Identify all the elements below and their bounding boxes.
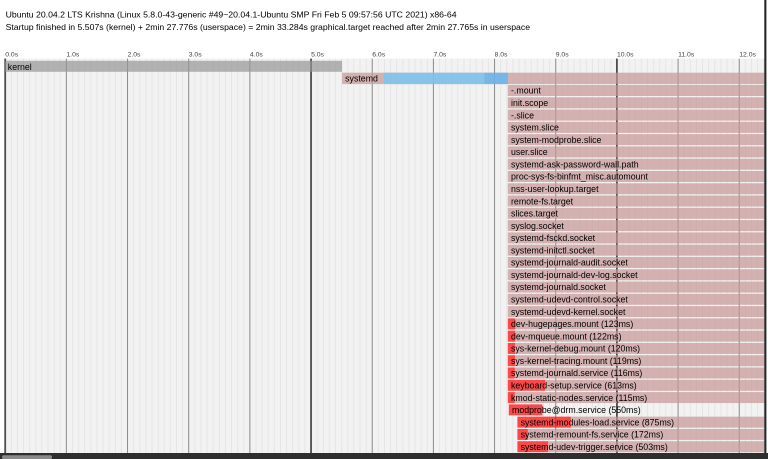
- svg-text:-.mount: -.mount: [511, 86, 541, 96]
- svg-text:kernel: kernel: [8, 62, 32, 72]
- svg-text:system.slice: system.slice: [511, 123, 559, 133]
- svg-text:modprobe@drm.service (550ms): modprobe@drm.service (550ms): [512, 405, 641, 415]
- svg-text:kmod-static-nodes.service (115: kmod-static-nodes.service (115ms): [511, 393, 647, 403]
- svg-text:-.slice: -.slice: [511, 110, 534, 120]
- svg-text:dev-mqueue.mount (122ms): dev-mqueue.mount (122ms): [511, 331, 622, 341]
- svg-text:systemd-ask-password-wall.path: systemd-ask-password-wall.path: [511, 159, 639, 169]
- svg-text:1.0s: 1.0s: [66, 52, 79, 59]
- svg-text:systemd-initctl.socket: systemd-initctl.socket: [511, 245, 595, 255]
- svg-text:3.0s: 3.0s: [189, 52, 202, 59]
- svg-text:sys-kernel-tracing.mount (119m: sys-kernel-tracing.mount (119ms): [511, 356, 641, 366]
- svg-text:remote-fs.target: remote-fs.target: [511, 196, 574, 206]
- svg-text:systemd-journald-dev-log.socke: systemd-journald-dev-log.socket: [511, 270, 638, 280]
- svg-text:sys-kernel-debug.mount (120ms): sys-kernel-debug.mount (120ms): [511, 344, 640, 354]
- svg-text:4.0s: 4.0s: [250, 52, 263, 59]
- svg-text:systemd: systemd: [345, 74, 378, 84]
- svg-text:2.0s: 2.0s: [128, 52, 141, 59]
- svg-text:systemd-journald-audit.socket: systemd-journald-audit.socket: [511, 258, 628, 268]
- svg-text:proc-sys-fs-binfmt_misc.automo: proc-sys-fs-binfmt_misc.automount: [511, 172, 648, 182]
- svg-text:nss-user-lookup.target: nss-user-lookup.target: [511, 184, 599, 194]
- svg-text:9.0s: 9.0s: [556, 52, 569, 59]
- svg-text:8.0s: 8.0s: [495, 52, 508, 59]
- svg-text:12.0s: 12.0s: [739, 52, 756, 59]
- svg-text:systemd-fsckd.socket: systemd-fsckd.socket: [511, 233, 596, 243]
- svg-text:5.0s: 5.0s: [311, 52, 324, 59]
- svg-text:systemd-remount-fs.service (17: systemd-remount-fs.service (172ms): [521, 430, 664, 440]
- svg-text:system-modprobe.slice: system-modprobe.slice: [511, 135, 602, 145]
- svg-text:systemd-modules-load.service (: systemd-modules-load.service (875ms): [521, 417, 675, 427]
- svg-text:Startup finished in 5.507s (ke: Startup finished in 5.507s (kernel) + 2m…: [6, 22, 531, 32]
- svg-text:init.scope: init.scope: [511, 98, 548, 108]
- svg-text:systemd-udev-trigger.service (: systemd-udev-trigger.service (503ms): [521, 442, 668, 452]
- svg-text:syslog.socket: syslog.socket: [511, 221, 564, 231]
- svg-text:keyboard-setup.service (613ms): keyboard-setup.service (613ms): [511, 380, 637, 390]
- svg-text:Ubuntu 20.04.2 LTS Krishna (Li: Ubuntu 20.04.2 LTS Krishna (Linux 5.8.0-…: [6, 10, 457, 20]
- svg-text:dev-hugepages.mount (123ms): dev-hugepages.mount (123ms): [511, 319, 633, 329]
- svg-text:11.0s: 11.0s: [678, 52, 695, 59]
- svg-text:slices.target: slices.target: [511, 209, 558, 219]
- svg-text:7.0s: 7.0s: [433, 52, 446, 59]
- svg-text:systemd-journald.service (116m: systemd-journald.service (116ms): [511, 368, 642, 378]
- svg-text:user.slice: user.slice: [511, 147, 548, 157]
- svg-text:6.0s: 6.0s: [372, 52, 385, 59]
- svg-text:0.0s: 0.0s: [5, 52, 18, 59]
- svg-text:systemd-journald.socket: systemd-journald.socket: [511, 282, 606, 292]
- svg-text:systemd-udevd-control.socket: systemd-udevd-control.socket: [511, 295, 628, 305]
- svg-text:10.0s: 10.0s: [617, 52, 634, 59]
- svg-text:systemd-udevd-kernel.socket: systemd-udevd-kernel.socket: [511, 307, 626, 317]
